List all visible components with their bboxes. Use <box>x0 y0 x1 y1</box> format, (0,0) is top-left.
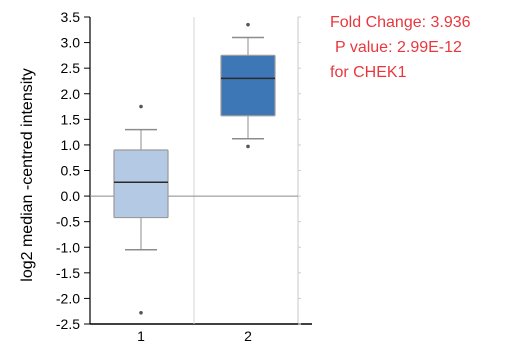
y-tick-label: 3.0 <box>61 35 81 51</box>
box-2 <box>220 22 276 149</box>
outlier-point <box>246 22 250 27</box>
gene-label: for CHEK1 <box>330 64 407 81</box>
y-tick-label: 2.5 <box>61 60 81 76</box>
y-tick-label: 2.0 <box>61 86 81 102</box>
fold-change-label: Fold Change: 3.936 <box>330 14 471 31</box>
y-tick-label: 3.5 <box>61 9 81 25</box>
y-tick-label: -1.5 <box>56 265 80 281</box>
box-1 <box>113 104 169 315</box>
y-tick-label: 1.5 <box>61 111 81 127</box>
y-tick-label: -2.0 <box>56 290 80 306</box>
p-value-label: P value: 2.99E-12 <box>335 39 462 56</box>
y-tick-label: 0.5 <box>61 163 81 179</box>
stats-annotation: Fold Change: 3.936 P value: 2.99E-12 for… <box>330 10 471 85</box>
y-tick-label: 0.0 <box>61 188 81 204</box>
x-tick-label: 1 <box>137 328 145 344</box>
box-series <box>113 22 276 315</box>
y-tick-label: -2.5 <box>56 316 80 332</box>
box-iqr <box>220 54 276 117</box>
box-iqr <box>113 149 169 219</box>
outlier-point <box>139 104 143 109</box>
outlier-point <box>246 144 250 149</box>
outlier-point <box>139 310 143 315</box>
y-axis-ticks: 3.5 3.0 2.5 2.0 1.5 1.0 0.5 0.0 -0.5 -1.0 -1.5 -2.0… <box>56 9 301 332</box>
x-tick-label: 2 <box>244 328 252 344</box>
y-tick-label: 1.0 <box>61 137 81 153</box>
y-axis-title: log2 median -centred intensity <box>19 68 36 281</box>
y-tick-label: -1.0 <box>56 239 80 255</box>
y-tick-label: -0.5 <box>56 214 80 230</box>
